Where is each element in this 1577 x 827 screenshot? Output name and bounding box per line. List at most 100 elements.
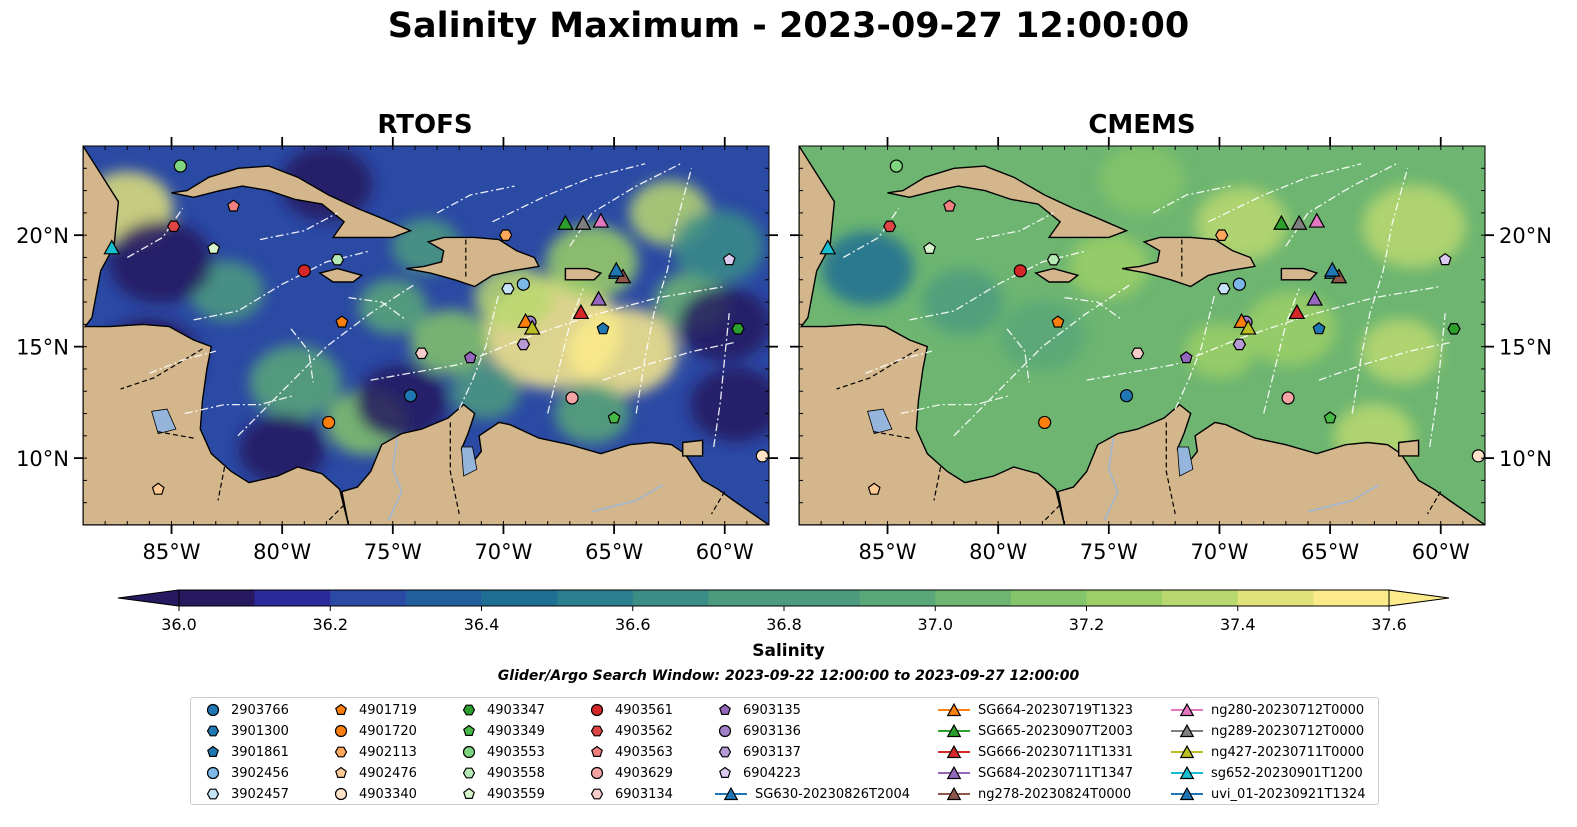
x-tick-label: 70°W [474, 540, 532, 564]
legend-item: 6903136 [713, 721, 801, 741]
legend-marker-ng278-20230824T0000 [946, 786, 962, 801]
salinity-patch [1098, 146, 1186, 215]
legend-marker-4903563 [591, 745, 603, 757]
legend-marker [1171, 723, 1203, 738]
legend-marker-6904223 [719, 766, 731, 778]
legend-marker-4901719 [335, 703, 347, 715]
legend-marker-SG684-20230711T1347 [946, 765, 962, 780]
eez-boundary [713, 313, 730, 448]
legend-label: 6903137 [743, 744, 801, 760]
legend-item: 3901300 [201, 721, 289, 741]
salinity-patch [999, 300, 1086, 371]
eez-boundary [842, 208, 900, 259]
legend-item: SG666-20230711T1331 [936, 742, 1133, 762]
float-4902476 [151, 482, 165, 495]
x-tick-label: 85°W [859, 540, 917, 564]
land-cuba [171, 165, 413, 239]
cmems-map-panel: 85°W 80°W 75°W 70°W 65°W 60°W 10°N 15°N 20°N [790, 137, 1552, 564]
land-puertoRico [1280, 267, 1319, 281]
salinity-colorbar: 36.0 36.2 36.4 36.6 36.8 37.0 37.2 37.4 37.6 [117, 589, 1450, 634]
x-tick-label: 65°W [585, 540, 643, 564]
x-tick-label: 65°W [1301, 540, 1359, 564]
legend-label: 4903558 [487, 765, 545, 781]
country-border [217, 466, 226, 501]
x-tick-label: 85°W [143, 540, 201, 564]
float-4903558 [1046, 253, 1061, 266]
country-border [328, 504, 345, 521]
legend-label: 3902457 [231, 786, 289, 802]
eez-boundary [458, 292, 500, 410]
glider-SG664-20230719T1323 [1233, 312, 1250, 328]
legend-item: 4903561 [585, 700, 673, 720]
salinity-patch [821, 231, 914, 306]
colorbar-extend-low [117, 589, 180, 607]
legend-marker-3901300 [206, 725, 220, 737]
country-border [933, 466, 942, 501]
legend-marker-4903558 [462, 767, 476, 779]
float-4903553 [889, 159, 903, 173]
glider-SG665-20230907T2003 [557, 214, 574, 230]
eez-boundary [1174, 292, 1216, 410]
float-6903134 [1130, 347, 1145, 360]
colorbar-segment [557, 590, 634, 606]
eez-boundary [1006, 328, 1030, 383]
land-southAmerica [341, 403, 769, 525]
salinity-patch [545, 224, 638, 300]
river [591, 484, 664, 513]
float-4903562 [883, 220, 897, 233]
legend-marker-4903347 [462, 704, 476, 716]
legend-label: 4903629 [615, 765, 673, 781]
salinity-patch [672, 209, 765, 284]
river [1103, 437, 1119, 521]
legend-marker-uvi_01-20230921T1324 [1179, 786, 1195, 801]
salinity-patch [108, 220, 213, 304]
legend-label: SG630-20230826T2004 [755, 786, 911, 802]
float-6903135 [463, 351, 477, 364]
float-4903349 [607, 411, 621, 424]
float-3902457 [501, 282, 515, 295]
float-4901720 [1038, 415, 1052, 430]
legend-label: 4901719 [359, 702, 417, 718]
colorbar-tick-label: 36.6 [615, 615, 651, 634]
float-6903135 [1179, 351, 1193, 364]
legend-marker [719, 766, 731, 778]
glider-uvi_01-20230921T1324 [607, 261, 625, 277]
legend-marker [334, 746, 348, 758]
eez-boundary [370, 285, 725, 381]
legend-marker [938, 744, 970, 759]
float-4903558 [330, 253, 345, 266]
legend-label: 4903349 [487, 723, 545, 739]
colorbar-segment [859, 590, 936, 606]
colorbar-tick-label: 37.6 [1371, 615, 1407, 634]
land-hispaniola [405, 236, 540, 288]
float-4902113 [499, 229, 513, 241]
eez-boundary [975, 212, 1054, 241]
legend: 2903766 3901300 3901861 3902456 3902457 49017… [190, 697, 1379, 805]
lake-nicaragua [867, 408, 893, 435]
eez-boundary [149, 350, 216, 375]
legend-item: sg652-20230901T1200 [1169, 763, 1363, 783]
legend-marker [463, 787, 475, 799]
legend-label: 6903135 [743, 702, 801, 718]
float-6903134 [414, 347, 429, 360]
legend-marker [206, 725, 220, 737]
legend-marker-ng280-20230712T0000 [1179, 702, 1195, 717]
x-tick-label: 80°W [253, 540, 311, 564]
salinity-patch [358, 278, 428, 335]
river [1307, 484, 1380, 513]
land-centralAmerica [799, 146, 1066, 525]
legend-marker [206, 703, 220, 717]
legend-label: 4903562 [615, 723, 673, 739]
legend-marker [590, 788, 604, 800]
float-2903766 [403, 389, 418, 403]
float-6903137 [516, 338, 531, 351]
eez-boundary [547, 288, 584, 414]
legend-item: 4903629 [585, 763, 673, 783]
legend-marker-6903135 [719, 703, 731, 715]
legend-label: 4903340 [359, 786, 417, 802]
y-tick-label: 15°N [16, 336, 69, 360]
legend-marker [335, 766, 347, 778]
colorbar-segment [1010, 590, 1087, 606]
country-border [449, 422, 460, 515]
